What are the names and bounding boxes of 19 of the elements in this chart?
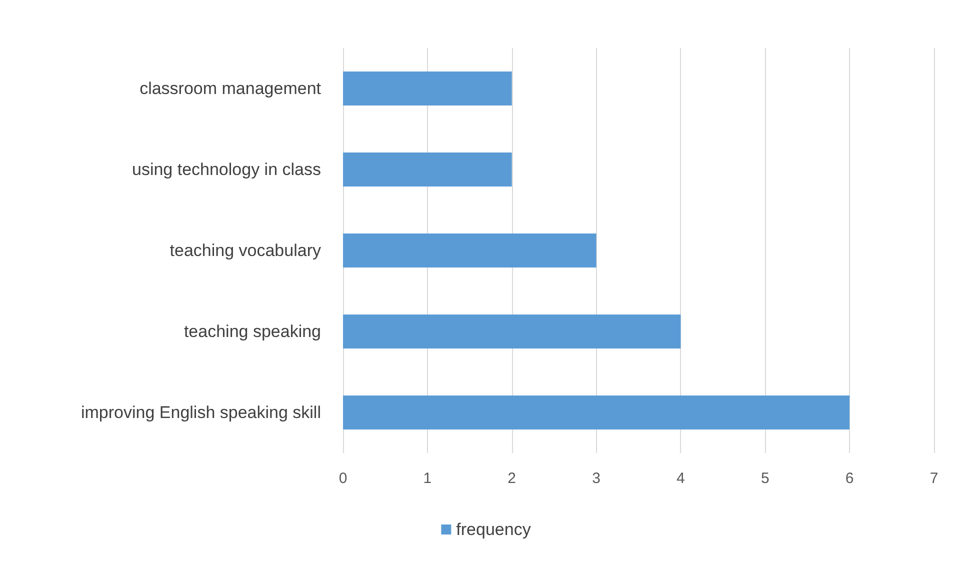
y-tick-label: teaching speaking [184,322,321,341]
bar [343,71,512,106]
x-tick-label: 0 [338,470,348,487]
x-tick-label: 4 [676,470,685,487]
y-tick-label: teaching vocabulary [170,241,322,260]
x-tick-label: 5 [760,470,770,487]
bar [343,233,596,268]
y-tick-label: improving English speaking skill [80,403,321,422]
x-tick-label: 2 [508,470,516,487]
y-tick-label: using technology in class [132,160,321,179]
y-tick-label: classroom management [140,79,322,98]
x-tick-label: 7 [930,470,938,487]
x-tick-label: 6 [845,470,854,487]
bar [343,152,512,187]
bar [343,395,850,430]
x-tick-label: 1 [423,470,432,487]
bar [343,314,681,349]
x-tick-label: 3 [592,470,600,487]
legend-label: frequency [456,520,532,539]
